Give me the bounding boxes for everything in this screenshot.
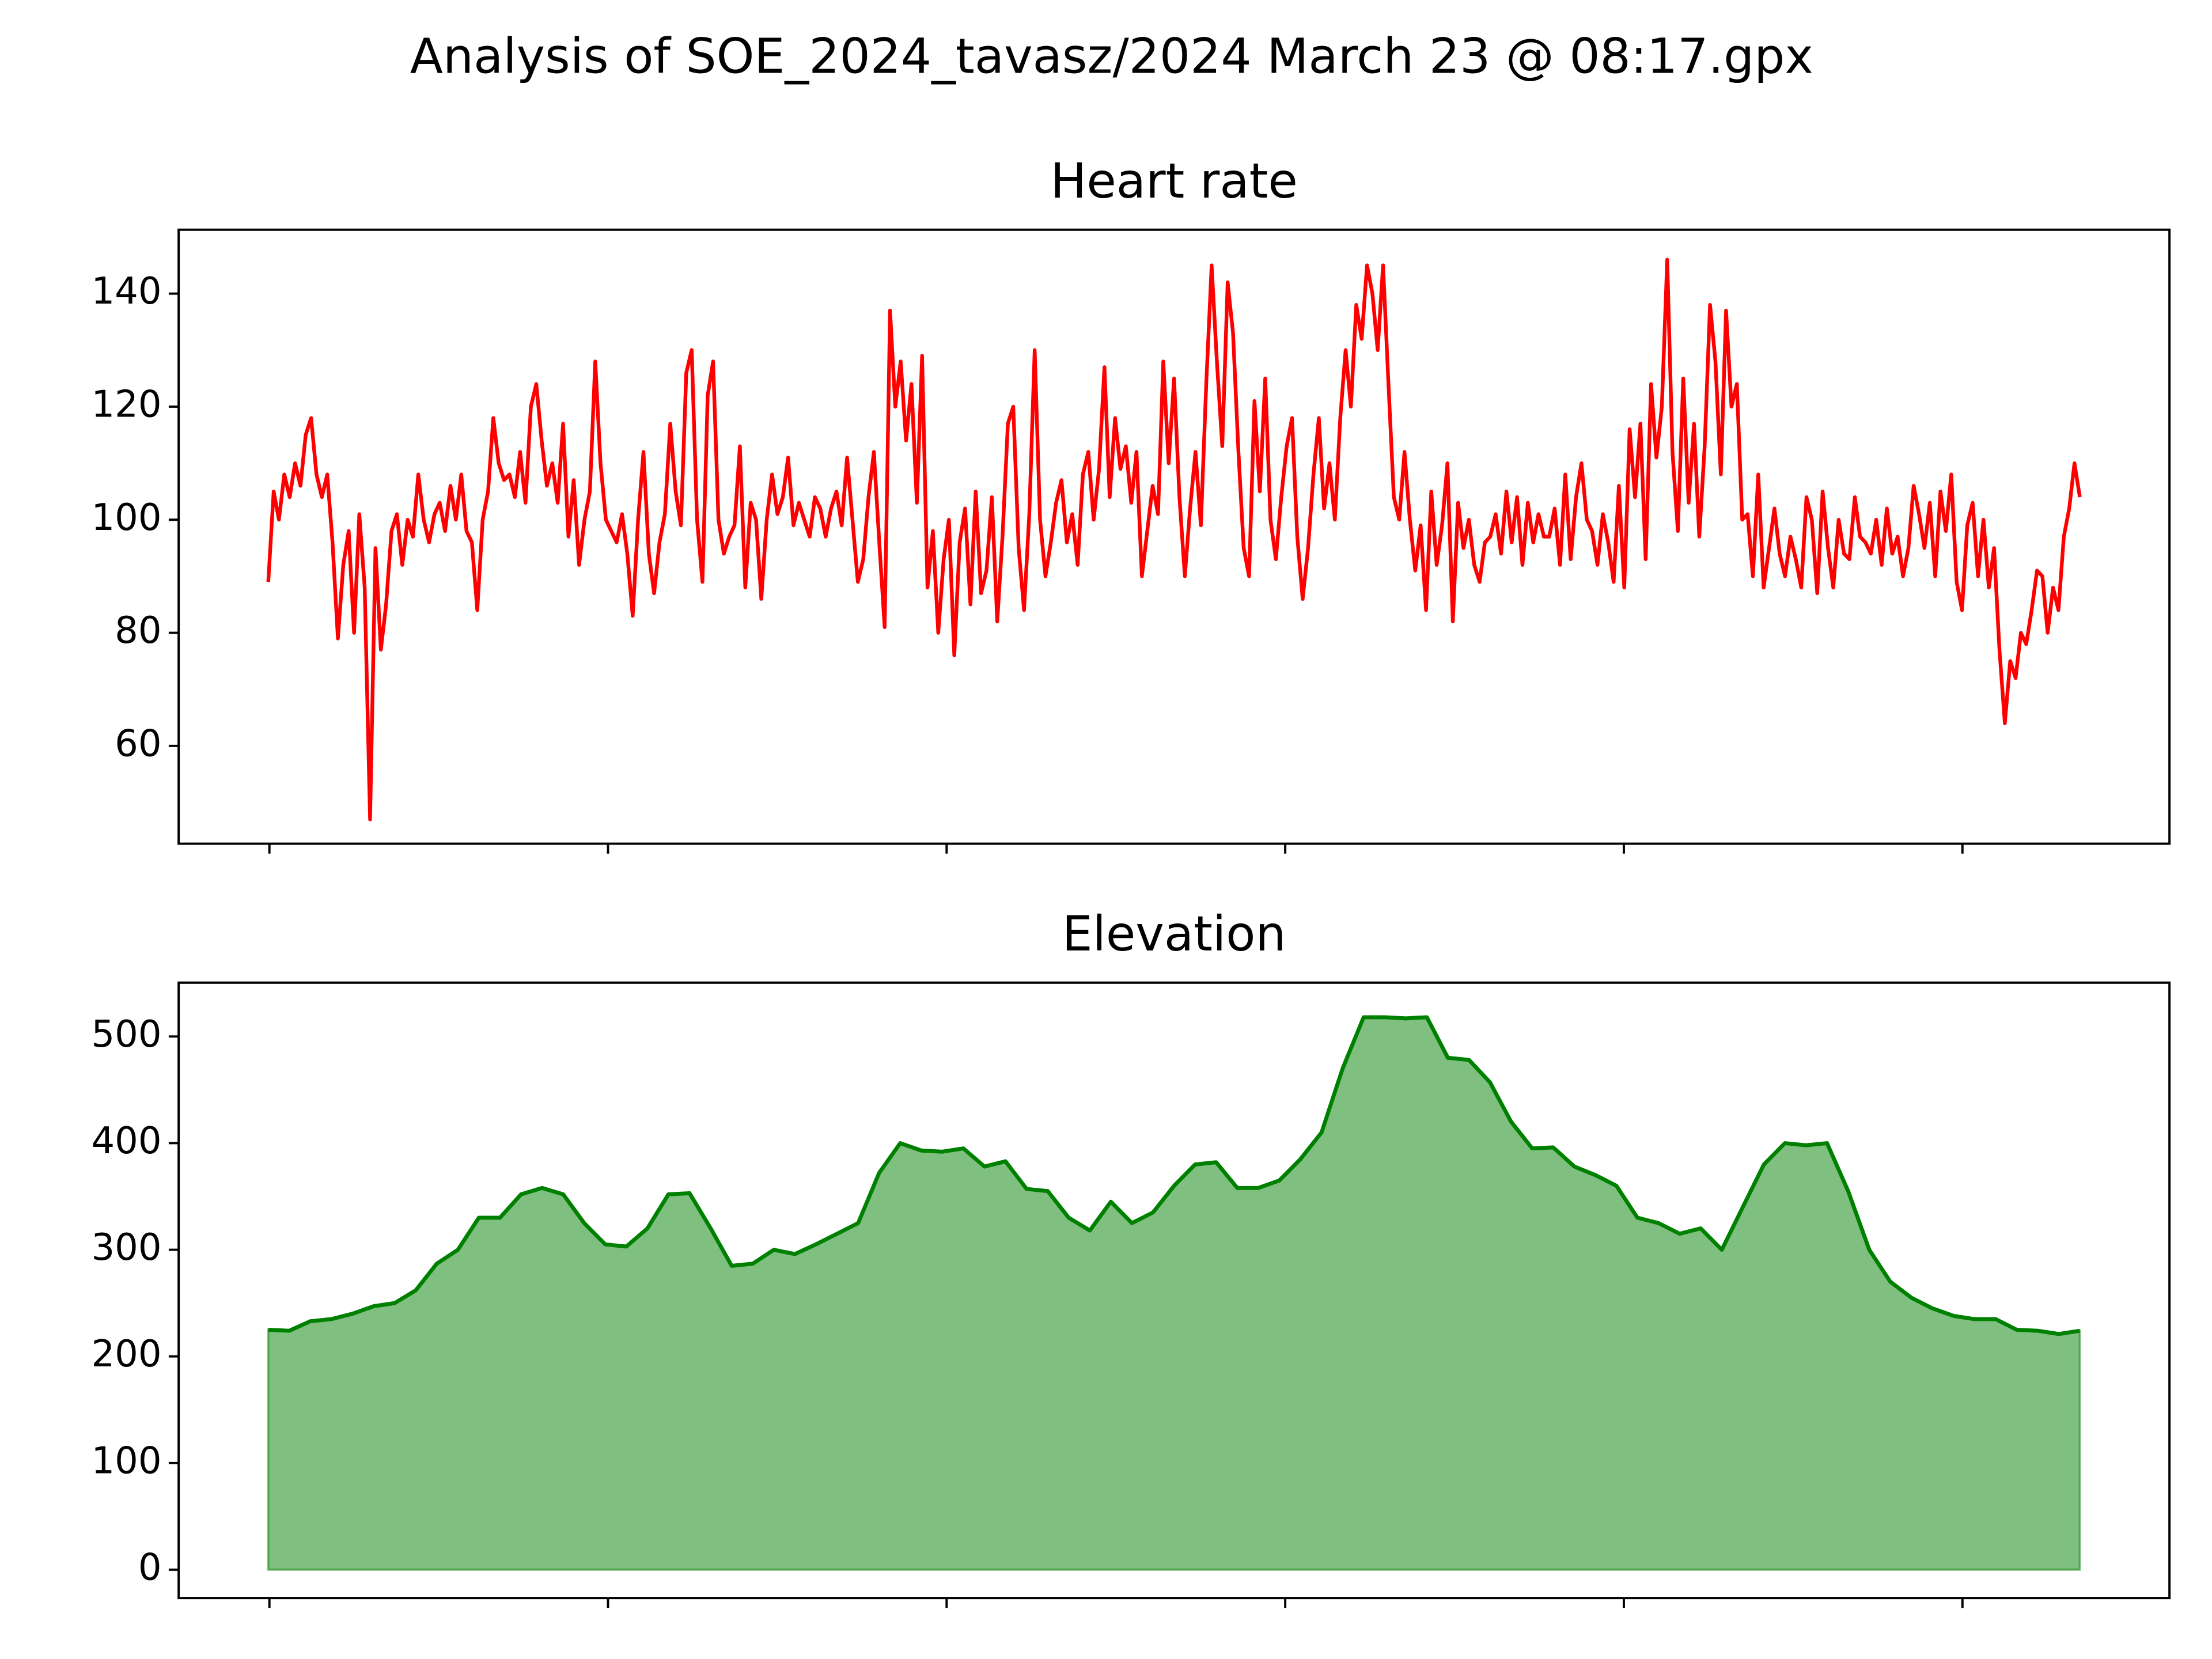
figure-title: Analysis of SOE_2024_tavasz/2024 March 2… [410, 28, 1813, 84]
heart-rate-line [266, 257, 2082, 821]
subplot-title: Heart rate [1050, 153, 1298, 209]
y-tick-label: 500 [91, 1013, 161, 1056]
axes-frame [177, 981, 2171, 1600]
y-tick-label: 200 [91, 1333, 161, 1376]
axes-frame [177, 228, 2171, 845]
y-tick-label: 80 [115, 609, 161, 652]
y-tick-label: 100 [91, 1440, 161, 1482]
y-tick-label: 400 [91, 1120, 161, 1162]
y-tick-label: 300 [91, 1226, 161, 1269]
y-tick-label: 140 [91, 270, 161, 313]
y-tick-label: 60 [115, 722, 161, 765]
subplot-title: Elevation [1062, 906, 1286, 962]
y-tick-label: 120 [91, 384, 161, 426]
y-tick-label: 100 [91, 497, 161, 539]
y-tick-label: 0 [138, 1546, 162, 1589]
elevation-line [268, 1015, 2081, 1336]
